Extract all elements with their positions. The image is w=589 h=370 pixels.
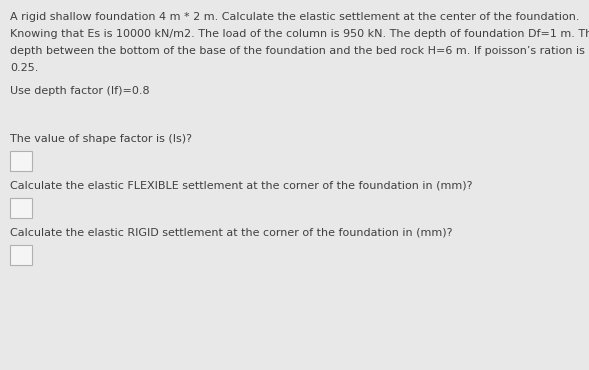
Text: Use depth factor (If)=0.8: Use depth factor (If)=0.8 — [10, 86, 150, 96]
FancyBboxPatch shape — [10, 151, 32, 171]
Text: Knowing that Es is 10000 kN/m2. The load of the column is 950 kN. The depth of f: Knowing that Es is 10000 kN/m2. The load… — [10, 29, 589, 39]
Text: 0.25.: 0.25. — [10, 63, 38, 73]
FancyBboxPatch shape — [10, 245, 32, 265]
FancyBboxPatch shape — [10, 198, 32, 218]
Text: Calculate the elastic RIGID settlement at the corner of the foundation in (mm)?: Calculate the elastic RIGID settlement a… — [10, 228, 452, 238]
Text: Calculate the elastic FLEXIBLE settlement at the corner of the foundation in (mm: Calculate the elastic FLEXIBLE settlemen… — [10, 181, 472, 191]
Text: depth between the bottom of the base of the foundation and the bed rock H=6 m. I: depth between the bottom of the base of … — [10, 46, 585, 56]
Text: A rigid shallow foundation 4 m * 2 m. Calculate the elastic settlement at the ce: A rigid shallow foundation 4 m * 2 m. Ca… — [10, 12, 580, 22]
Text: The value of shape factor is (Is)?: The value of shape factor is (Is)? — [10, 134, 192, 144]
